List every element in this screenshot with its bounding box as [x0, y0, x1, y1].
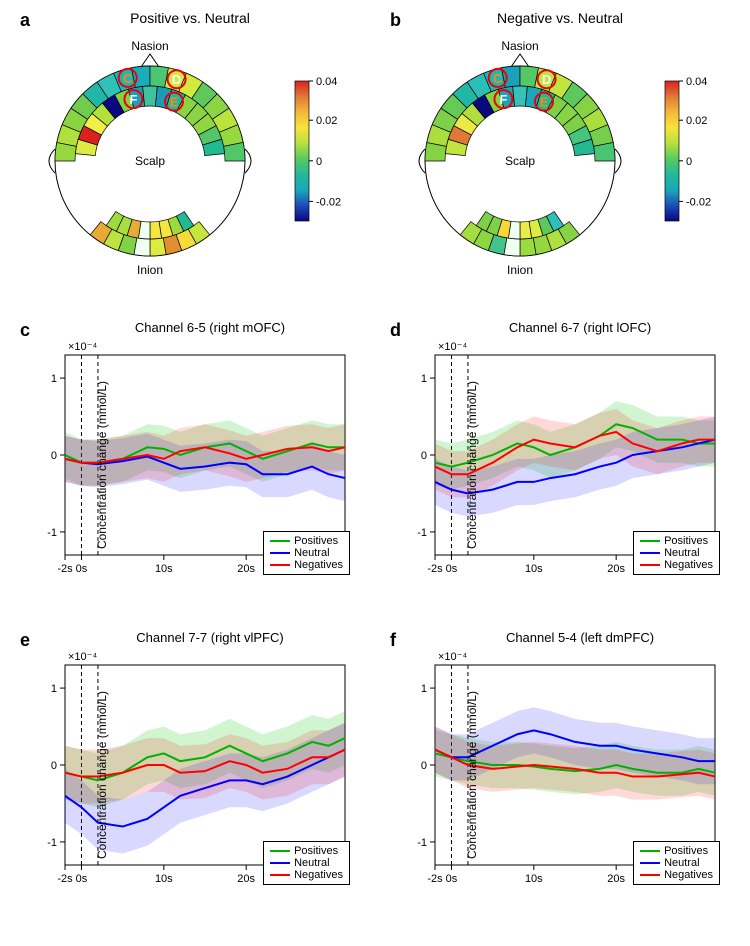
svg-text:C: C	[493, 71, 503, 86]
legend-positives: Positives	[270, 845, 343, 857]
legend-positives: Positives	[270, 535, 343, 547]
ylabel-f: Concentration change (mmol/L)	[465, 691, 479, 859]
svg-text:Inion: Inion	[137, 263, 163, 277]
svg-text:20s: 20s	[607, 563, 625, 575]
svg-text:D: D	[172, 72, 181, 87]
svg-text:20s: 20s	[237, 563, 255, 575]
y-mult-f: ×10⁻⁴	[438, 650, 467, 663]
svg-text:0s: 0s	[76, 873, 88, 885]
svg-text:1: 1	[421, 373, 427, 385]
svg-text:0: 0	[51, 760, 57, 772]
legend-negatives: Negatives	[640, 559, 713, 571]
svg-text:0: 0	[51, 450, 57, 462]
y-mult-d: ×10⁻⁴	[438, 340, 467, 353]
svg-text:0.02: 0.02	[316, 115, 337, 127]
y-mult-c: ×10⁻⁴	[68, 340, 97, 353]
svg-text:Scalp: Scalp	[135, 154, 165, 168]
legend-neutral: Neutral	[270, 547, 343, 559]
panel-e-title: Channel 7-7 (right vlPFC)	[50, 630, 370, 645]
svg-text:10s: 10s	[155, 873, 173, 885]
svg-text:0.02: 0.02	[686, 115, 707, 127]
svg-text:-1: -1	[417, 527, 427, 539]
svg-text:-2s: -2s	[427, 563, 443, 575]
svg-text:-1: -1	[417, 837, 427, 849]
svg-text:C: C	[123, 71, 133, 86]
panel-b-title: Negative vs. Neutral	[380, 10, 740, 26]
panel-a: a Positive vs. Neutral Nasion Inion Scalp C…	[10, 10, 370, 300]
svg-text:20s: 20s	[237, 873, 255, 885]
svg-text:-0.02: -0.02	[316, 196, 341, 208]
legend-neutral: Neutral	[270, 857, 343, 869]
svg-text:10s: 10s	[155, 563, 173, 575]
svg-text:0: 0	[421, 450, 427, 462]
panel-c: c ×10⁻⁴ Channel 6-5 (right mOFC) Concent…	[10, 320, 370, 610]
svg-text:Scalp: Scalp	[505, 154, 535, 168]
svg-text:0: 0	[686, 156, 692, 168]
svg-text:0s: 0s	[446, 563, 458, 575]
svg-text:E: E	[540, 95, 549, 110]
svg-text:Inion: Inion	[507, 263, 533, 277]
svg-text:-2s: -2s	[57, 563, 73, 575]
legend-negatives: Negatives	[270, 559, 343, 571]
svg-text:F: F	[129, 92, 137, 107]
svg-text:F: F	[499, 92, 507, 107]
svg-text:E: E	[170, 95, 179, 110]
panel-a-title: Positive vs. Neutral	[10, 10, 370, 26]
svg-text:0.04: 0.04	[316, 76, 337, 88]
panel-d-title: Channel 6-7 (right lOFC)	[420, 320, 740, 335]
legend-neutral: Neutral	[640, 857, 713, 869]
svg-text:1: 1	[51, 683, 57, 695]
legend-positives: Positives	[640, 535, 713, 547]
ylabel-d: Concentration change (mmol/L)	[465, 381, 479, 549]
panel-f-label: f	[390, 630, 396, 651]
svg-text:0s: 0s	[76, 563, 88, 575]
svg-text:0.04: 0.04	[686, 76, 707, 88]
legend-d: Positives Neutral Negatives	[633, 531, 720, 575]
panel-d: d ×10⁻⁴ Channel 6-7 (right lOFC) Concent…	[380, 320, 740, 610]
panel-c-title: Channel 6-5 (right mOFC)	[50, 320, 370, 335]
ylabel-e: Concentration change (mmol/L)	[95, 691, 109, 859]
figure-grid: a Positive vs. Neutral Nasion Inion Scalp C…	[10, 10, 740, 920]
svg-text:0: 0	[421, 760, 427, 772]
panel-a-label: a	[20, 10, 30, 31]
legend-negatives: Negatives	[640, 869, 713, 881]
ylabel-c: Concentration change (mmol/L)	[95, 381, 109, 549]
svg-text:-1: -1	[47, 837, 57, 849]
legend-e: Positives Neutral Negatives	[263, 841, 350, 885]
svg-text:Nasion: Nasion	[501, 39, 538, 53]
panel-d-label: d	[390, 320, 401, 341]
panel-b: b Negative vs. Neutral Nasion Inion Scalp C…	[380, 10, 740, 300]
svg-text:0s: 0s	[446, 873, 458, 885]
legend-positives: Positives	[640, 845, 713, 857]
svg-text:-2s: -2s	[427, 873, 443, 885]
svg-text:-0.02: -0.02	[686, 196, 711, 208]
y-mult-e: ×10⁻⁴	[68, 650, 97, 663]
panel-b-label: b	[390, 10, 401, 31]
head-diagram-a: Nasion Inion Scalp C D F E 0.04 0.02 0 -0.02	[20, 26, 360, 286]
svg-text:-2s: -2s	[57, 873, 73, 885]
svg-text:D: D	[542, 72, 551, 87]
legend-c: Positives Neutral Negatives	[263, 531, 350, 575]
panel-c-label: c	[20, 320, 30, 341]
legend-negatives: Negatives	[270, 869, 343, 881]
legend-f: Positives Neutral Negatives	[633, 841, 720, 885]
svg-text:10s: 10s	[525, 563, 543, 575]
panel-e-label: e	[20, 630, 30, 651]
legend-neutral: Neutral	[640, 547, 713, 559]
svg-text:10s: 10s	[525, 873, 543, 885]
head-diagram-b: Nasion Inion Scalp C D F E 0.04 0.02 0 -0.02	[390, 26, 730, 286]
svg-text:Nasion: Nasion	[131, 39, 168, 53]
svg-text:20s: 20s	[607, 873, 625, 885]
svg-text:-1: -1	[47, 527, 57, 539]
panel-e: e ×10⁻⁴ Channel 7-7 (right vlPFC) Concen…	[10, 630, 370, 920]
svg-text:1: 1	[421, 683, 427, 695]
panel-f: f ×10⁻⁴ Channel 5-4 (left dmPFC) Concent…	[380, 630, 740, 920]
panel-f-title: Channel 5-4 (left dmPFC)	[420, 630, 740, 645]
svg-text:1: 1	[51, 373, 57, 385]
svg-text:0: 0	[316, 156, 322, 168]
